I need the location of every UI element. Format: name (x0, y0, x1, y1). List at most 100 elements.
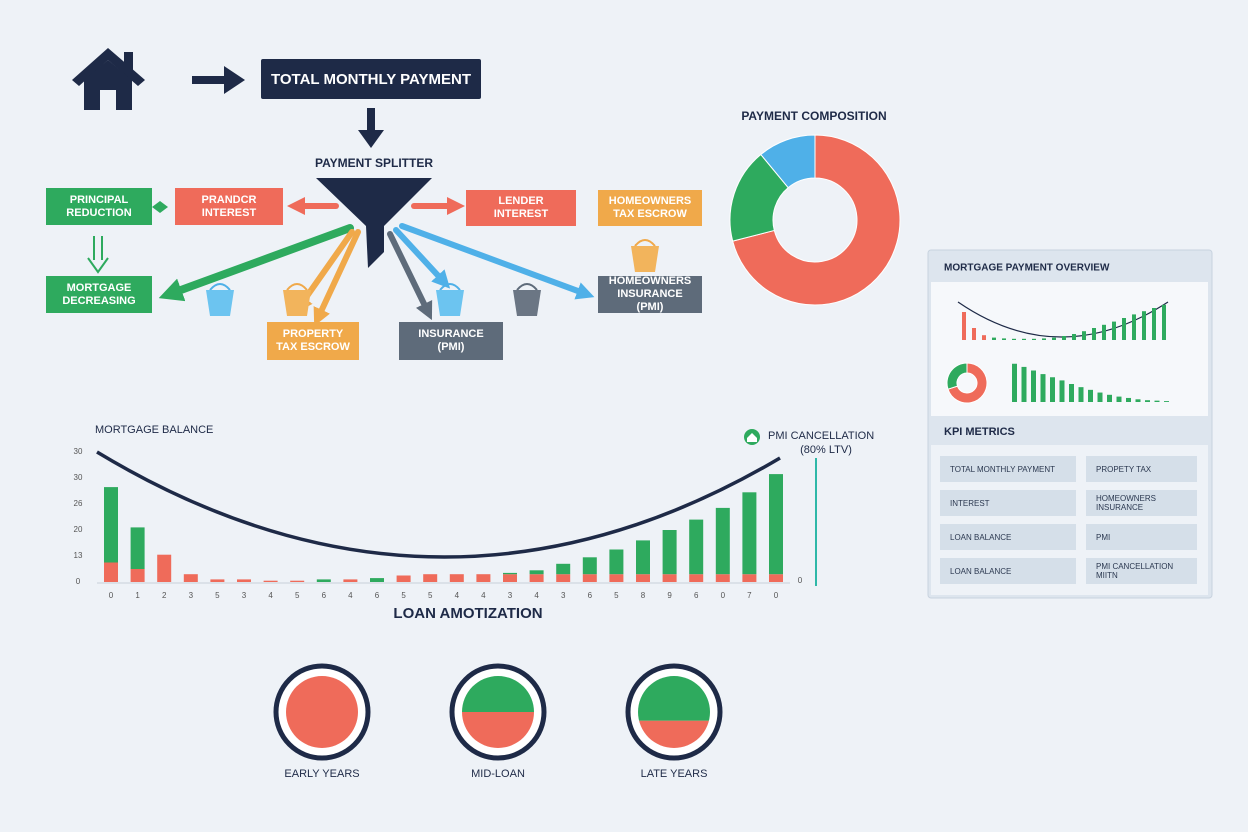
kpi-cell: PROPETY TAX (1086, 456, 1197, 482)
y-tick-label: 30 (74, 447, 83, 456)
x-tick-label: 5 (401, 591, 406, 600)
kpi-cell: PMI (1086, 524, 1197, 550)
mini-bar (1102, 324, 1106, 340)
bar-segment (263, 580, 278, 582)
y-tick-label: 13 (74, 551, 83, 560)
flow-box: HOMEOWNERS TAX ESCROW (598, 190, 702, 226)
mini-bar (1031, 370, 1036, 402)
mini-bar (1135, 399, 1141, 402)
kpi-cell: LOAN BALANCE (940, 558, 1076, 584)
flow-box: MORTGAGE DECREASING (46, 276, 152, 313)
kpi-title: KPI METRICS (944, 426, 1015, 438)
x-tick-label: 0 (721, 591, 726, 600)
splitter-label: PAYMENT SPLITTER (315, 156, 433, 170)
pmi-icon-house (747, 433, 757, 442)
bar-segment (476, 574, 491, 582)
mini-bar (1122, 318, 1126, 340)
y-tick-label: 20 (74, 525, 83, 534)
bar-segment (396, 575, 411, 582)
x-tick-label: 8 (641, 591, 646, 600)
mini-bar (1012, 338, 1016, 340)
bar-segment (183, 574, 198, 582)
annotation: (80% LTV) (800, 444, 852, 456)
flow-box: LENDER INTEREST (466, 190, 576, 226)
flow-box: HOMEOWNERS INSURANCE (PMI) (598, 275, 702, 313)
mini-bar (1142, 311, 1146, 340)
x-tick-label: 0 (109, 591, 114, 600)
balance-curve (96, 450, 781, 559)
mini-bar (1082, 331, 1086, 340)
mini-bar (1078, 387, 1084, 402)
x-tick-label: 2 (162, 591, 167, 600)
mini-curve (957, 301, 1169, 338)
connector (152, 201, 168, 213)
mini-bar (1012, 363, 1017, 402)
house-icon (72, 48, 145, 110)
mini-bar (962, 312, 966, 340)
y-tick-label: 26 (74, 499, 83, 508)
bar-segment (130, 569, 145, 582)
x-tick-label: 3 (189, 591, 194, 600)
x-tick-label: 4 (481, 591, 486, 600)
bar-segment (715, 507, 730, 575)
bar-segment (582, 557, 597, 575)
mini-bar (1126, 397, 1131, 402)
mini-bar (1088, 389, 1093, 402)
bar-segment (662, 530, 677, 575)
flow-arrows (158, 197, 595, 327)
kpi-cell: TOTAL MONTHLY PAYMENT (940, 456, 1076, 482)
x-tick-label: 9 (667, 591, 672, 600)
mini-bar (1002, 338, 1006, 340)
flow-box: PRANDCR INTEREST (175, 188, 283, 225)
mini-bar (1162, 304, 1166, 340)
flow-box: PROPERTY TAX ESCROW (267, 322, 359, 360)
bar-segment (343, 579, 358, 582)
bar-segment (609, 574, 624, 582)
bar-segment (104, 562, 118, 582)
mini-bar (1062, 336, 1066, 340)
x-tick-label: 4 (455, 591, 460, 600)
end-label: 0 (798, 576, 803, 585)
down-arrow (87, 236, 109, 274)
bar-segment (503, 574, 517, 582)
bar-segment (636, 540, 650, 575)
bar-segment (582, 574, 597, 582)
mini-bar (1112, 321, 1116, 340)
mini-bar (1132, 314, 1136, 340)
x-axis-title: LOAN AMOTIZATION (393, 605, 542, 622)
bar-segment (290, 580, 305, 582)
x-tick-label: 5 (428, 591, 433, 600)
mini-bar (1042, 338, 1046, 340)
mini-bar (1164, 401, 1169, 402)
stage-label: EARLY YEARS (284, 768, 359, 780)
mini-bar (1040, 374, 1046, 402)
mini-bar (1116, 396, 1122, 402)
x-tick-label: 5 (614, 591, 619, 600)
flow-box: INSURANCE (PMI) (399, 322, 503, 360)
buckets (206, 239, 659, 316)
bar-segment (529, 574, 544, 582)
mini-donut-slice (946, 362, 968, 390)
mini-bar (1050, 377, 1055, 402)
bar-segment (689, 519, 704, 575)
bar-segment (689, 574, 704, 582)
bar-segment (210, 579, 225, 582)
x-tick-label: 4 (534, 591, 539, 600)
kpi-cell: PMI CANCELLATION MIITN (1086, 558, 1197, 584)
mini-bar (1072, 334, 1076, 340)
x-tick-label: 4 (348, 591, 353, 600)
mini-bar (1021, 366, 1027, 402)
mini-bar (1154, 400, 1160, 402)
x-tick-label: 4 (268, 591, 273, 600)
mini-bar (1059, 380, 1065, 402)
mini-bar (982, 335, 986, 340)
bar-segment (636, 574, 650, 582)
x-tick-label: 6 (694, 591, 699, 600)
bar-segment (742, 492, 757, 575)
bar-segment (662, 574, 677, 582)
mini-bar (1052, 337, 1056, 340)
y-tick-label: 0 (76, 577, 81, 586)
overview-title: MORTGAGE PAYMENT OVERVIEW (944, 263, 1110, 274)
